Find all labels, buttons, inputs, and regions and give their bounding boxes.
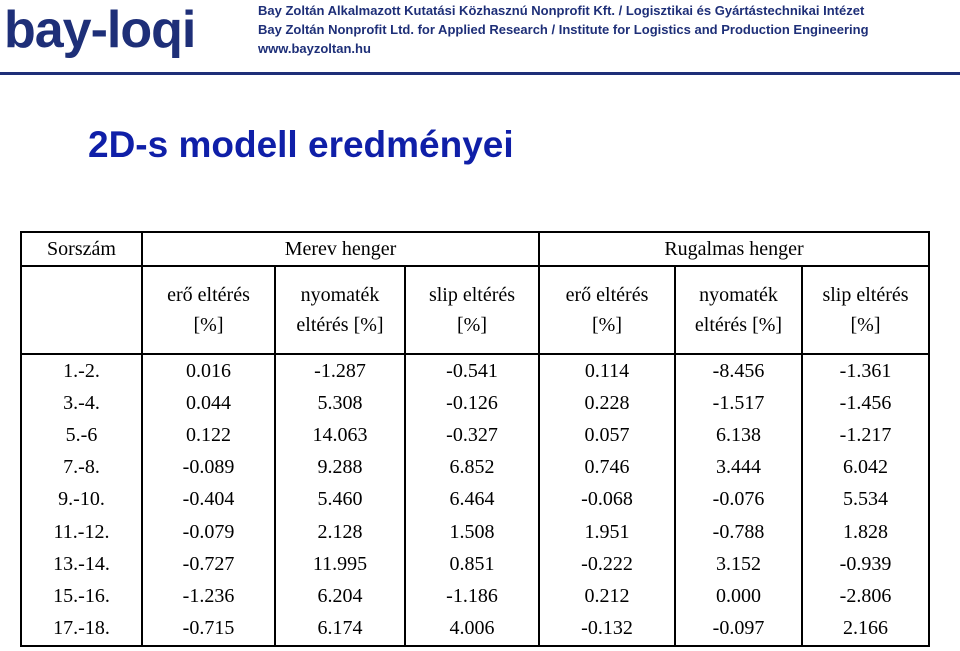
table-cell: 0.016 bbox=[141, 354, 276, 388]
table-cell: 6.042 bbox=[800, 451, 931, 484]
column-header: slip eltérés [%] bbox=[404, 266, 540, 355]
table-cell: 0.000 bbox=[674, 580, 803, 613]
row-index-cell: 5.-6 bbox=[20, 419, 143, 452]
column-header: nyomaték eltérés [%] bbox=[274, 266, 406, 355]
table-cell: 1.951 bbox=[538, 515, 676, 549]
table-cell: 0.114 bbox=[538, 354, 676, 388]
table-cell: -0.132 bbox=[538, 612, 676, 647]
column-header: erő eltérés [%] bbox=[538, 266, 676, 355]
results-table: Sorszám Merev henger Rugalmas henger erő… bbox=[20, 231, 931, 647]
table-row: 3.-4. 0.044 5.308 -0.126 0.228 -1.517 -1.456 bbox=[20, 387, 931, 420]
column-header: erő eltérés [%] bbox=[141, 266, 276, 355]
row-index-cell: 3.-4. bbox=[20, 387, 143, 420]
table-cell: 2.128 bbox=[274, 515, 406, 549]
table-cell: 0.212 bbox=[538, 580, 676, 613]
table-cell: 6.138 bbox=[674, 419, 803, 452]
table-cell: -1.287 bbox=[274, 354, 406, 388]
row-index-cell: 1.-2. bbox=[20, 354, 143, 388]
table-cell: -0.079 bbox=[141, 515, 276, 549]
table-cell: -0.727 bbox=[141, 548, 276, 581]
group-header-merev: Merev henger bbox=[141, 231, 540, 267]
table-row: 7.-8. -0.089 9.288 6.852 0.746 3.444 6.042 bbox=[20, 451, 931, 484]
institute-name-hu: Bay Zoltán Alkalmazott Kutatási Közhaszn… bbox=[258, 3, 865, 18]
table-cell: -0.068 bbox=[538, 483, 676, 516]
table-cell: -1.217 bbox=[800, 419, 931, 452]
column-header-empty bbox=[20, 266, 143, 355]
table-cell: -2.806 bbox=[800, 580, 931, 613]
table-cell: 11.995 bbox=[274, 548, 406, 581]
table-cell: -0.404 bbox=[141, 483, 276, 516]
table-row: 1.-2. 0.016 -1.287 -0.541 0.114 -8.456 -1.361 bbox=[20, 354, 931, 388]
table-cell: -1.186 bbox=[404, 580, 540, 613]
table-cell: 0.851 bbox=[404, 548, 540, 581]
table-cell: 6.464 bbox=[404, 483, 540, 516]
institute-info: Bay Zoltán Alkalmazott Kutatási Közhaszn… bbox=[258, 1, 869, 58]
table-cell: 6.204 bbox=[274, 580, 406, 613]
table-cell: 5.308 bbox=[274, 387, 406, 420]
table-cell: -1.236 bbox=[141, 580, 276, 613]
table-cell: 14.063 bbox=[274, 419, 406, 452]
header: bay-loqi Bay Zoltán Alkalmazott Kutatási… bbox=[0, 0, 960, 78]
table-cell: 0.057 bbox=[538, 419, 676, 452]
table-cell: 2.166 bbox=[800, 612, 931, 647]
row-index-cell: 11.-12. bbox=[20, 515, 143, 549]
table-cell: -0.097 bbox=[674, 612, 803, 647]
table-cell: 4.006 bbox=[404, 612, 540, 647]
table-cell: 1.508 bbox=[404, 515, 540, 549]
row-index-cell: 13.-14. bbox=[20, 548, 143, 581]
header-divider bbox=[0, 72, 960, 75]
table-row: 13.-14. -0.727 11.995 0.851 -0.222 3.152 -0.93… bbox=[20, 548, 931, 581]
table-cell: -0.076 bbox=[674, 483, 803, 516]
table-cell: -1.456 bbox=[800, 387, 931, 420]
table-cell: 0.746 bbox=[538, 451, 676, 484]
table-cell: 6.852 bbox=[404, 451, 540, 484]
table-cell: -0.327 bbox=[404, 419, 540, 452]
website-link[interactable]: www.bayzoltan.hu bbox=[258, 41, 371, 56]
table-cell: 5.534 bbox=[800, 483, 931, 516]
table-cell: -8.456 bbox=[674, 354, 803, 388]
table-cell: 0.044 bbox=[141, 387, 276, 420]
table-subheader-row: erő eltérés [%] nyomaték eltérés [%] slip … bbox=[20, 266, 931, 355]
column-header: slip eltérés [%] bbox=[800, 266, 931, 355]
table-cell: -0.939 bbox=[800, 548, 931, 581]
table-cell: 0.122 bbox=[141, 419, 276, 452]
column-header-sorszam: Sorszám bbox=[20, 231, 143, 267]
row-index-cell: 9.-10. bbox=[20, 483, 143, 516]
row-index-cell: 15.-16. bbox=[20, 580, 143, 613]
table-header-row: Sorszám Merev henger Rugalmas henger bbox=[20, 231, 931, 267]
table-cell: 9.288 bbox=[274, 451, 406, 484]
group-header-rugalmas: Rugalmas henger bbox=[537, 231, 931, 267]
table-row: 15.-16. -1.236 6.204 -1.186 0.212 0.000 -2.806 bbox=[20, 580, 931, 613]
bay-logi-logo: bay-loqi bbox=[4, 1, 196, 59]
institute-name-en: Bay Zoltán Nonprofit Ltd. for Applied Re… bbox=[258, 22, 869, 37]
table-cell: -1.361 bbox=[800, 354, 931, 388]
table-cell: 1.828 bbox=[800, 515, 931, 549]
table-row: 9.-10. -0.404 5.460 6.464 -0.068 -0.076 5.534 bbox=[20, 483, 931, 516]
table-row: 5.-6 0.122 14.063 -0.327 0.057 6.138 -1.217 bbox=[20, 419, 931, 452]
table-cell: 6.174 bbox=[274, 612, 406, 647]
table-cell: 5.460 bbox=[274, 483, 406, 516]
column-header: nyomaték eltérés [%] bbox=[674, 266, 803, 355]
table-cell: -0.715 bbox=[141, 612, 276, 647]
table-row: 11.-12. -0.079 2.128 1.508 1.951 -0.788 1.828 bbox=[20, 515, 931, 549]
table-cell: -0.788 bbox=[674, 515, 803, 549]
table-cell: -0.126 bbox=[404, 387, 540, 420]
row-index-cell: 7.-8. bbox=[20, 451, 143, 484]
page-title: 2D-s modell eredményei bbox=[88, 124, 514, 165]
table-cell: -0.089 bbox=[141, 451, 276, 484]
row-index-cell: 17.-18. bbox=[20, 612, 143, 647]
table-cell: -1.517 bbox=[674, 387, 803, 420]
table-cell: -0.541 bbox=[404, 354, 540, 388]
table-cell: 3.152 bbox=[674, 548, 803, 581]
table-row: 17.-18. -0.715 6.174 4.006 -0.132 -0.097 2.166 bbox=[20, 612, 931, 647]
table-cell: 0.228 bbox=[538, 387, 676, 420]
table-cell: 3.444 bbox=[674, 451, 803, 484]
table-cell: -0.222 bbox=[538, 548, 676, 581]
